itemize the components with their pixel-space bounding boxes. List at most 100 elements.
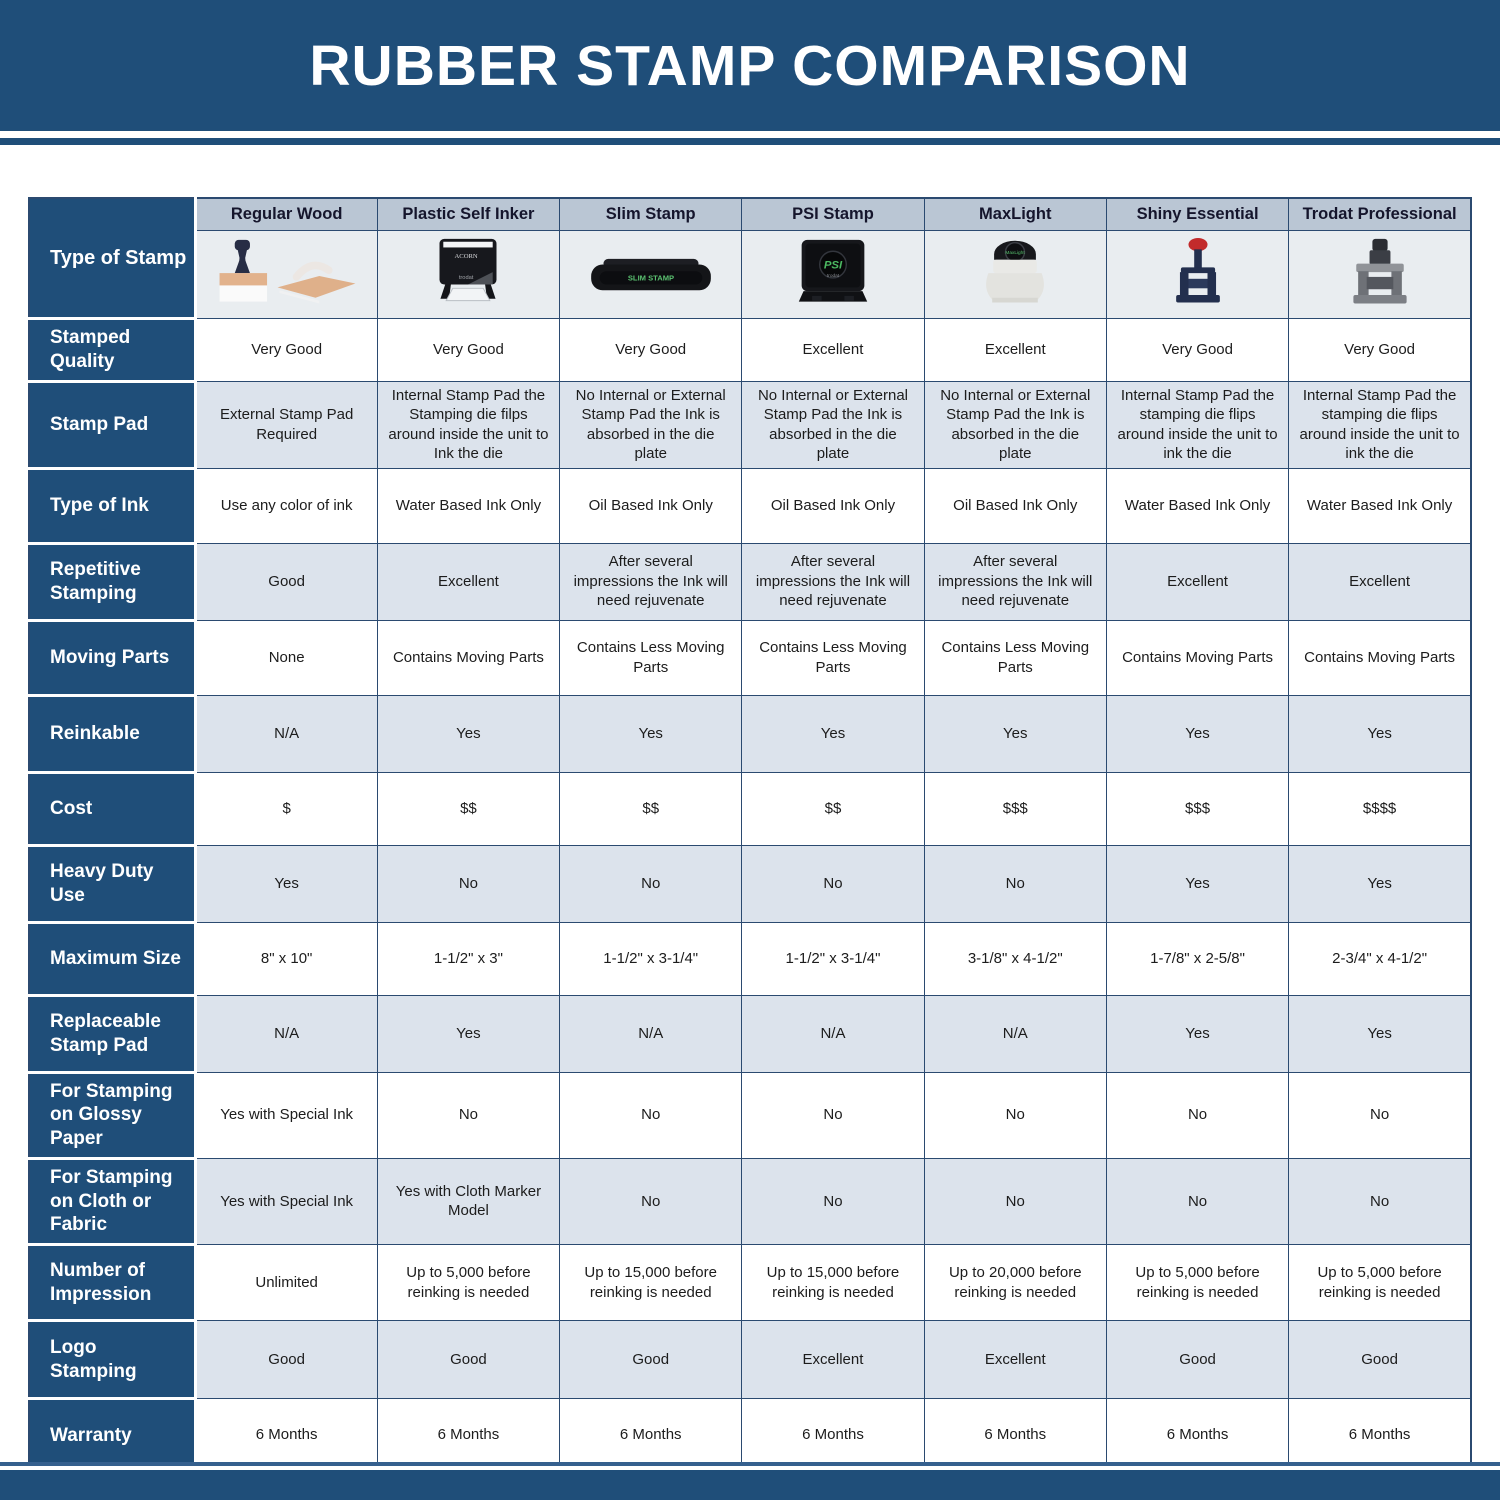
cell-value: $$	[741, 771, 925, 845]
cell-value: Excellent	[923, 318, 1107, 381]
cell-value: Oil Based Ink Only	[559, 467, 742, 543]
cell-value: Up to 15,000 before reinking is needed	[741, 1244, 925, 1321]
cell-value: 2-3/4" x 4-1/2"	[1288, 921, 1471, 995]
cell-value: After several impressions the Ink will n…	[559, 542, 742, 620]
plastic-self-inker-stamp-icon: ACORN trodat	[439, 238, 497, 301]
cell-value: Up to 20,000 before reinking is needed	[923, 1244, 1107, 1321]
page-title: RUBBER STAMP COMPARISON	[309, 33, 1191, 98]
row-label: Cost	[29, 770, 197, 845]
column-header-plastic-self-inker: Plastic Self Inker	[376, 198, 560, 231]
cell-value: Yes	[1288, 694, 1471, 772]
footer-rule	[0, 1462, 1500, 1466]
cell-value: Good	[194, 1320, 378, 1399]
cell-value: $$$	[923, 771, 1107, 845]
cell-value: Yes	[194, 844, 378, 922]
cell-value: Internal Stamp Pad the Stamping die filp…	[376, 380, 560, 468]
cell-value: N/A	[559, 994, 742, 1072]
column-header-maxlight: MaxLight	[923, 198, 1107, 231]
cell-value: No	[923, 1157, 1107, 1245]
cell-value: Excellent	[741, 1320, 925, 1399]
cell-value: $$$$	[1288, 771, 1471, 845]
table-row: For Stamping on Glossy Paper Yes with Spe…	[29, 1070, 1471, 1159]
cell-value: Excellent	[741, 318, 925, 381]
cell-value: No Internal or External Stamp Pad the In…	[923, 380, 1107, 468]
cell-value: Yes	[741, 694, 925, 772]
row-label: Stamped Quality	[29, 317, 197, 381]
svg-text:MaxLight: MaxLight	[1006, 250, 1026, 256]
cell-value: No	[376, 844, 560, 922]
slim-stamp-image: SLIM STAMP	[559, 230, 742, 319]
cell-value: 6 Months	[923, 1398, 1107, 1473]
cell-value: External Stamp Pad Required	[194, 380, 378, 468]
cell-value: Internal Stamp Pad the stamping die flip…	[1288, 380, 1471, 468]
trodat-professional-stamp-icon	[1352, 238, 1407, 303]
row-label: Maximum Size	[29, 920, 197, 995]
cell-value: Up to 5,000 before reinking is needed	[376, 1244, 560, 1321]
table-row: Reinkable N/A Yes Yes Yes Yes Yes Yes	[29, 693, 1471, 772]
table-row: Moving Parts None Contains Moving Parts Con…	[29, 618, 1471, 695]
cell-value: $$$	[1105, 771, 1289, 845]
cell-value: Very Good	[194, 318, 378, 381]
cell-value: Water Based Ink Only	[376, 467, 560, 543]
title-banner: RUBBER STAMP COMPARISON	[0, 0, 1500, 131]
row-label: For Stamping on Cloth or Fabric	[29, 1156, 197, 1245]
cell-value: Water Based Ink Only	[1288, 467, 1471, 543]
comparison-table-body: Stamped Quality Very Good Very Good Very Go…	[29, 317, 1471, 1473]
cell-value: No	[1105, 1157, 1289, 1245]
column-header-psi-stamp: PSI Stamp	[741, 198, 925, 231]
row-label: Repetitive Stamping	[29, 541, 197, 620]
cell-value: Very Good	[559, 318, 742, 381]
column-header-regular-wood: Regular Wood	[194, 198, 378, 231]
psi-stamp-icon: PSI trodat	[798, 239, 868, 302]
table-row: Number of Impression Unlimited Up to 5,000…	[29, 1243, 1471, 1321]
table-row: Stamp Pad External Stamp Pad Required Inte…	[29, 379, 1471, 468]
footer-gap	[0, 1466, 1500, 1470]
cell-value: Very Good	[1288, 318, 1471, 381]
row-label: Stamp Pad	[29, 379, 197, 468]
cell-value: Excellent	[923, 1320, 1107, 1399]
column-header-row: Type of Stamp Regular Wood Plastic Self …	[29, 198, 1471, 319]
cell-value: Contains Moving Parts	[1288, 619, 1471, 695]
cell-value: Unlimited	[194, 1244, 378, 1321]
table-row: For Stamping on Cloth or Fabric Yes with …	[29, 1156, 1471, 1245]
table-row: Warranty 6 Months 6 Months 6 Months 6 Months…	[29, 1397, 1471, 1473]
cell-value: Yes	[376, 694, 560, 772]
row-label: Type of Ink	[29, 466, 197, 543]
cell-value: No Internal or External Stamp Pad the In…	[741, 380, 925, 468]
table-row: Stamped Quality Very Good Very Good Very Go…	[29, 317, 1471, 381]
corner-label: Type of Stamp	[29, 198, 197, 319]
table-row: Repetitive Stamping Good Excellent After se…	[29, 541, 1471, 620]
cell-value: No	[1288, 1157, 1471, 1245]
cell-value: No	[1288, 1071, 1471, 1159]
cell-value: 3-1/8" x 4-1/2"	[923, 921, 1107, 995]
cell-value: Yes	[1105, 694, 1289, 772]
cell-value: N/A	[741, 994, 925, 1072]
shiny-essential-stamp-icon	[1175, 237, 1220, 303]
column-header-trodat-professional: Trodat Professional	[1288, 198, 1471, 231]
cell-value: Yes	[376, 994, 560, 1072]
cell-value: Up to 5,000 before reinking is needed	[1288, 1244, 1471, 1321]
row-label: Replaceable Stamp Pad	[29, 993, 197, 1072]
cell-value: Yes	[1105, 994, 1289, 1072]
row-label: Warranty	[29, 1397, 197, 1473]
row-label: Moving Parts	[29, 618, 197, 695]
cell-value: $$	[376, 771, 560, 845]
cell-value: Good	[1105, 1320, 1289, 1399]
cell-value: 6 Months	[194, 1398, 378, 1473]
svg-text:SLIM STAMP: SLIM STAMP	[628, 273, 674, 282]
comparison-table: Type of Stamp Regular Wood Plastic Self …	[28, 197, 1472, 1474]
cell-value: Internal Stamp Pad the stamping die flip…	[1105, 380, 1289, 468]
cell-value: Contains Moving Parts	[1105, 619, 1289, 695]
cell-value: 1-7/8" x 2-5/8"	[1105, 921, 1289, 995]
regular-wood-stamp-image	[194, 230, 378, 319]
table-row: Heavy Duty Use Yes No No No No Yes Yes	[29, 843, 1471, 922]
cell-value: 6 Months	[559, 1398, 742, 1473]
cell-value: N/A	[194, 994, 378, 1072]
cell-value: Yes	[559, 694, 742, 772]
banner-gap	[0, 131, 1500, 138]
table-row: Cost $ $$ $$ $$ $$$ $$$ $$$$	[29, 770, 1471, 845]
cell-value: 1-1/2" x 3-1/4"	[741, 921, 925, 995]
row-label: Reinkable	[29, 693, 197, 772]
cell-value: N/A	[923, 994, 1107, 1072]
